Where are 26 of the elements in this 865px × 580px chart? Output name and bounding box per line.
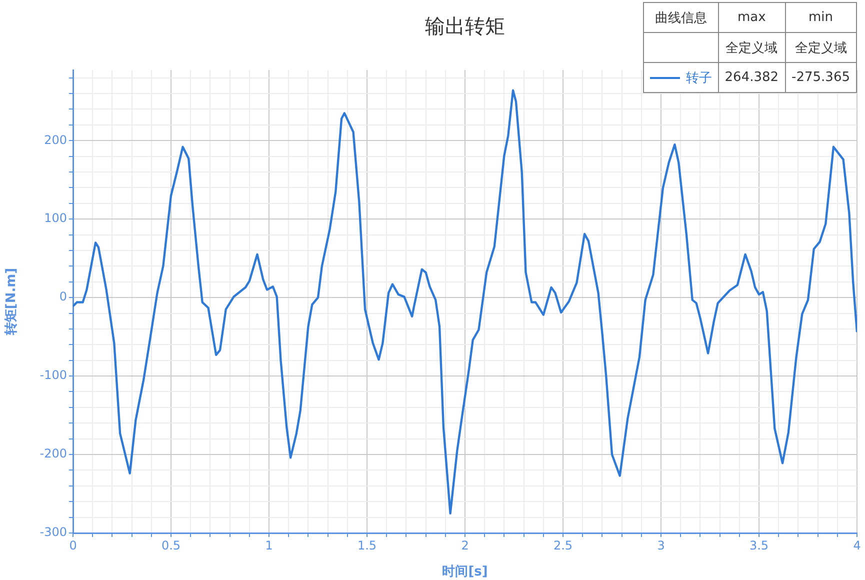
- x-tick-label: 0: [69, 538, 77, 552]
- y-tick-label: 200: [44, 132, 67, 147]
- text: min: [785, 2, 856, 32]
- y-tick-label: 100: [44, 211, 67, 226]
- text: 全定义域: [718, 32, 786, 62]
- text: 全定义域: [785, 32, 856, 62]
- annotation: -275.365: [785, 62, 856, 92]
- x-tick-label: 3.5: [749, 538, 769, 552]
- x-tick-label: 3: [657, 538, 665, 552]
- legend-label: 转子: [686, 70, 712, 86]
- x-tick-label: 1: [265, 538, 273, 552]
- text: 曲线信息: [643, 2, 718, 32]
- y-tick-label: -300: [40, 525, 67, 540]
- y-tick-label: -100: [40, 368, 67, 382]
- y-tick-label: 0: [59, 290, 67, 304]
- x-axis-title: 时间[s]: [442, 564, 488, 580]
- x-tick-label: 4: [853, 538, 861, 552]
- x-tick-label: 0.5: [161, 538, 181, 552]
- annotation: 264.382: [718, 62, 786, 92]
- y-tick-label: -200: [40, 446, 67, 461]
- x-tick-label: 2.5: [553, 538, 573, 552]
- x-tick-label: 2: [461, 538, 469, 552]
- x-tick-label: 1.5: [357, 538, 377, 552]
- text: max: [718, 2, 786, 32]
- chart-title: 输出转矩: [425, 14, 505, 38]
- y-axis-title: 转矩[N.m]: [4, 268, 20, 336]
